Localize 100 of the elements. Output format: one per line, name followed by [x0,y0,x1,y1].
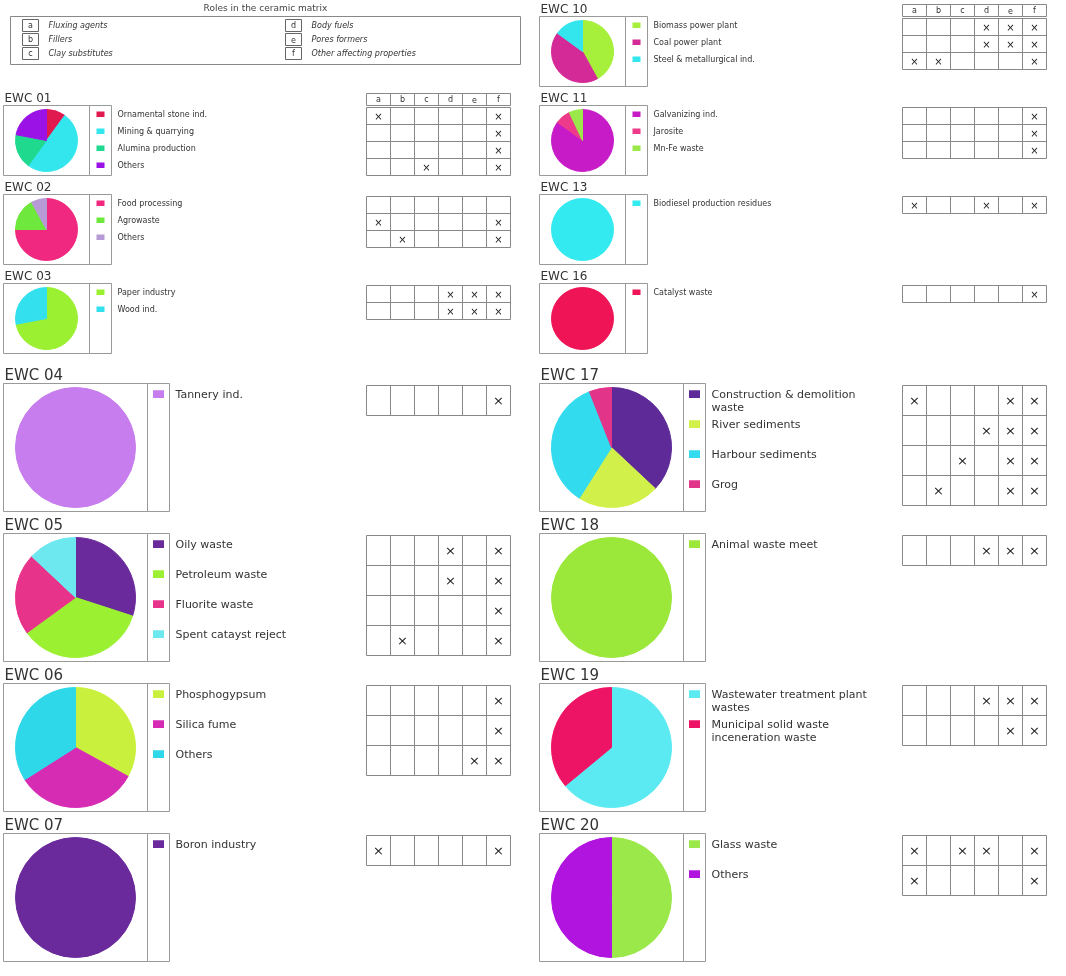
text: × [494,216,503,228]
legend-label: Glass waste [711,837,778,851]
text: × [397,633,408,648]
legend-label: River sediments [711,417,801,431]
text: Other affecting properties [311,49,416,58]
legend-label: Boron industry [175,837,257,851]
legend-label: Oily waste [175,537,234,551]
legend-label: Wastewater treatment plant wastes [711,687,868,715]
text: × [1029,843,1040,858]
text: × [1029,393,1040,408]
text: f [292,49,296,58]
legend-label: Food processing [117,198,183,208]
text: × [910,199,919,211]
legend-label: Biodiesel production residues [653,198,772,208]
category-label: e [472,96,478,105]
legend-label: Harbour sediments [711,447,818,461]
legend-label: Others [175,747,213,761]
legend-label: Grog [711,477,739,491]
text: × [1030,110,1039,122]
text: b [27,35,34,44]
text: × [398,233,407,245]
text: × [374,110,383,122]
text: × [493,393,504,408]
legend-label: Construction & demolition waste [711,387,856,415]
chart-title: EWC 13 [540,179,588,194]
text: × [1005,723,1016,738]
category-label: a [376,95,382,104]
text: × [446,305,455,317]
text: × [493,723,504,738]
text: × [373,843,384,858]
chart-title: EWC 05 [4,515,64,534]
text: × [1029,873,1040,888]
legend-label: Silica fume [175,717,237,731]
text: Clay substitutes [48,49,113,58]
text: × [493,543,504,558]
text: × [422,161,431,173]
text: × [909,843,920,858]
category-label: f [497,95,501,104]
text: × [446,288,455,300]
text: × [470,288,479,300]
text: × [982,21,991,33]
text: × [1005,483,1016,498]
chart-title: EWC 03 [4,268,52,283]
category-label: c [960,6,965,15]
text: × [494,144,503,156]
text: × [494,233,503,245]
text: Pores formers [311,35,368,44]
category-label: f [1033,6,1037,15]
text: × [1029,693,1040,708]
text: c [28,49,33,58]
text: × [469,753,480,768]
text: × [493,693,504,708]
legend-label: Others [117,232,145,242]
text: × [1030,127,1039,139]
text: × [494,161,503,173]
text: × [1030,199,1039,211]
text: × [1005,423,1016,438]
legend-label: Others [117,160,145,170]
text: e [291,36,297,45]
text: × [470,305,479,317]
legend-label: Ornamental stone ind. [117,109,208,119]
chart-title: EWC 11 [540,90,588,105]
text: a [28,21,34,30]
text: × [1030,21,1039,33]
chart-title: EWC 17 [540,365,600,384]
text: d [290,21,297,30]
text: × [494,110,503,122]
legend-label: Paper industry [117,287,176,297]
text: × [1005,453,1016,468]
text: Roles in the ceramic matrix [203,2,329,13]
text: × [1005,693,1016,708]
text: × [445,543,456,558]
legend-label: Galvanizing ind. [653,109,718,119]
chart-title: EWC 01 [4,90,52,105]
text: × [494,305,503,317]
text: × [909,873,920,888]
category-label: d [447,95,454,104]
category-label: d [983,6,990,15]
text: × [1029,483,1040,498]
legend-label: Animal waste meet [711,537,819,551]
text: × [1029,723,1040,738]
text: × [494,288,503,300]
text: × [1029,543,1040,558]
category-label: b [399,95,406,104]
legend-label: Agrowaste [117,215,160,225]
text: Fillers [48,35,73,44]
text: × [493,753,504,768]
text: × [910,55,919,67]
text: × [1005,393,1016,408]
text: × [957,453,968,468]
chart-title: EWC 04 [4,365,64,384]
text: × [1006,21,1015,33]
text: × [933,483,944,498]
text: × [934,55,943,67]
legend-label: Petroleum waste [175,567,268,581]
chart-title: EWC 06 [4,665,64,684]
category-label: a [912,6,918,15]
text: × [1029,423,1040,438]
text: × [957,843,968,858]
legend-label: Biomass power plant [653,20,738,30]
